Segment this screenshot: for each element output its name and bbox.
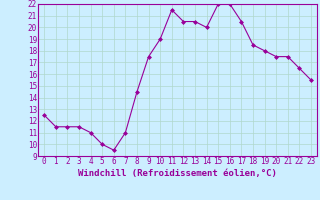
X-axis label: Windchill (Refroidissement éolien,°C): Windchill (Refroidissement éolien,°C): [78, 169, 277, 178]
